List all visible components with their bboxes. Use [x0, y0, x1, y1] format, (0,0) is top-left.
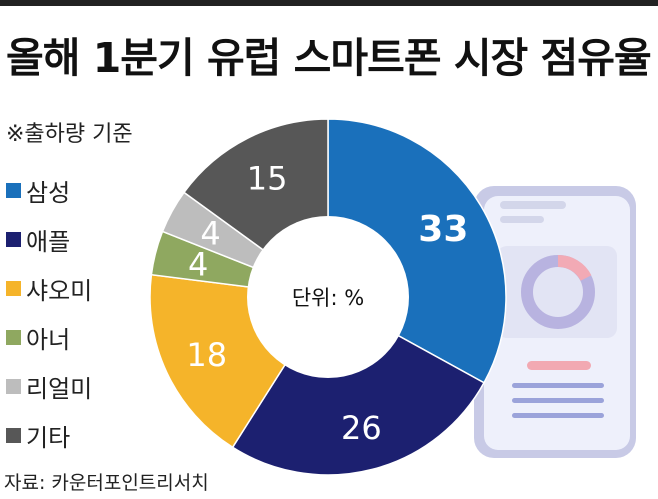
phone-line	[512, 398, 604, 403]
phone-line	[512, 413, 604, 418]
top-rule	[0, 0, 658, 6]
legend-swatch	[6, 330, 21, 345]
legend-swatch	[6, 232, 21, 247]
legend-swatch	[6, 281, 21, 296]
source-note: 자료: 카운터포인트리서치	[4, 472, 209, 494]
legend-item-others: 기타	[6, 411, 92, 460]
legend-item-apple: 애플	[6, 215, 92, 264]
legend-item-xiaomi: 샤오미	[6, 264, 92, 313]
legend-label: 애플	[26, 228, 71, 256]
chart-title: 올해 1분기 유럽 스마트폰 시장 점유율	[6, 34, 652, 82]
phone-line	[500, 216, 544, 223]
donut-hole	[247, 216, 409, 378]
smartphone-illustration	[474, 186, 636, 458]
value-label-honor: 4	[188, 246, 208, 284]
legend: 삼성 애플 샤오미 아너 리얼미 기타	[6, 166, 92, 460]
phone-line	[500, 201, 566, 209]
legend-item-honor: 아너	[6, 313, 92, 362]
legend-swatch	[6, 183, 21, 198]
value-label-samsung: 33	[418, 209, 468, 250]
center-unit-label: 단위: %	[292, 286, 364, 310]
chart-subtitle: ※출하량 기준	[6, 122, 133, 147]
value-label-xiaomi: 18	[186, 336, 227, 374]
legend-label: 기타	[26, 424, 71, 452]
phone-mini-donut-accent	[557, 254, 592, 282]
phone-pill	[527, 361, 591, 370]
slice-apple	[231, 296, 486, 476]
phone-line	[512, 383, 604, 388]
value-label-apple: 26	[341, 409, 382, 447]
value-label-realme: 4	[200, 214, 220, 252]
legend-item-realme: 리얼미	[6, 362, 92, 411]
legend-label: 삼성	[26, 179, 71, 207]
donut-value-labels: 33 26 18 44 15	[186, 160, 468, 447]
legend-label: 아너	[26, 326, 71, 354]
legend-swatch	[6, 379, 21, 394]
legend-swatch	[6, 428, 21, 443]
legend-item-samsung: 삼성	[6, 166, 92, 215]
value-label-others: 15	[247, 160, 288, 198]
legend-label: 샤오미	[26, 277, 93, 305]
legend-label: 리얼미	[26, 375, 93, 403]
